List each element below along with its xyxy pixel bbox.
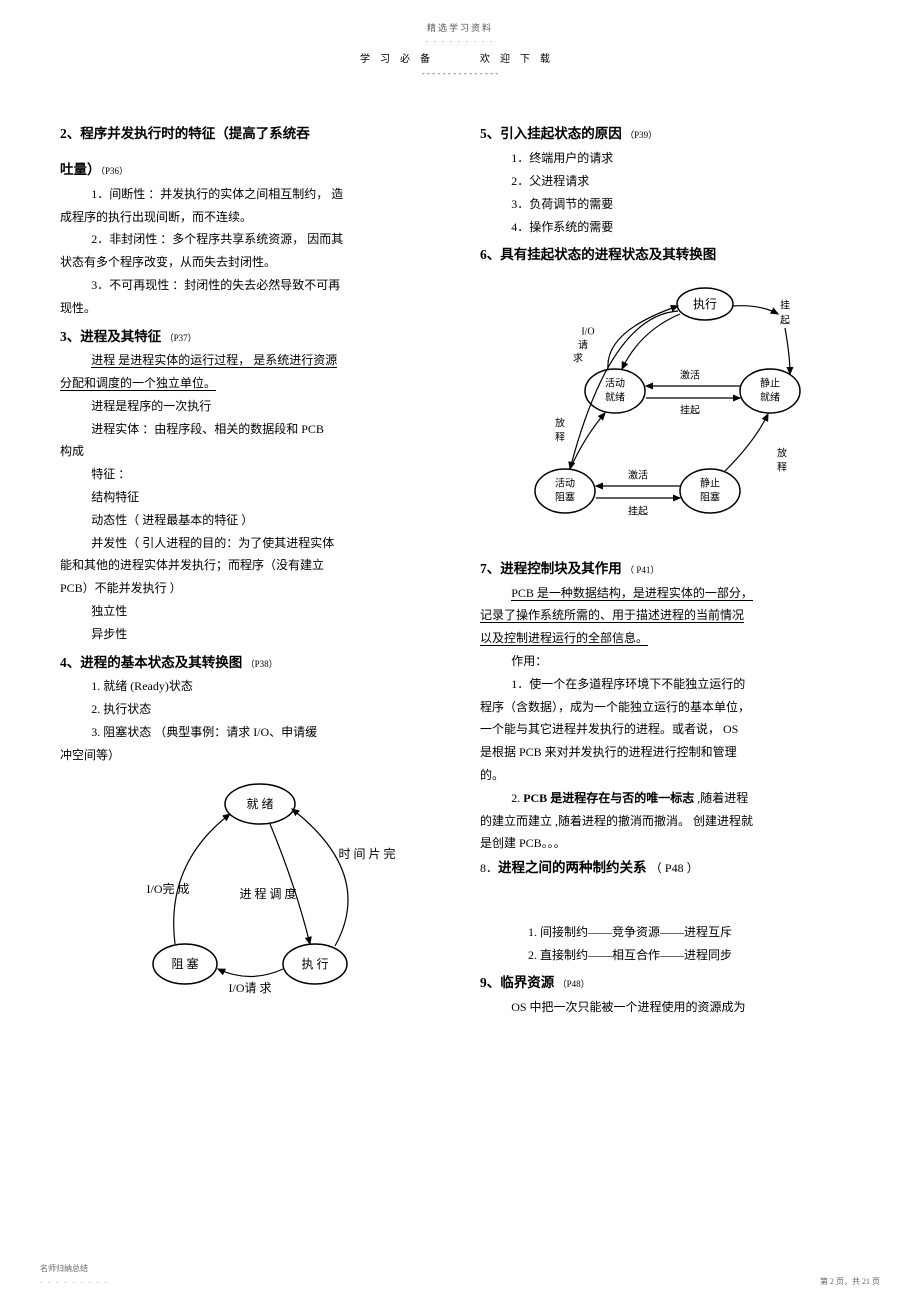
- s9-line1: OS 中把一次只能被一个进程使用的资源成为: [480, 996, 860, 1019]
- s7-line6: 2. PCB 是进程存在与否的唯一标志 ,随着进程: [480, 787, 860, 810]
- svg-text:放: 放: [777, 446, 787, 459]
- svg-text:激活: 激活: [628, 468, 648, 481]
- svg-text:活动: 活动: [605, 377, 625, 389]
- s5-line2: 2．父进程请求: [480, 170, 860, 193]
- s7-line3: 以及控制进程运行的全部信息。: [480, 627, 860, 650]
- s3-line7: 并发性（ 引人进程的目的：为了使其进程实体: [60, 532, 440, 555]
- s7-line5b: 程序（含数据），成为一个能独立运行的基本单位，: [480, 696, 860, 719]
- s7-line4: 作用：: [480, 650, 860, 673]
- s5-line1: 1．终端用户的请求: [480, 147, 860, 170]
- svg-text:执 行: 执 行: [301, 957, 328, 971]
- header-dots: - - - - - - - - -: [0, 35, 920, 48]
- svg-text:释: 释: [555, 430, 565, 443]
- s7-line5c: 一个能与其它进程并发执行的进程。或者说， OS: [480, 718, 860, 741]
- s3-line1a: 进程 是进程实体的运行过程， 是系统进行资源: [60, 349, 440, 372]
- s3-line9: 异步性: [60, 623, 440, 646]
- svg-text:I/O请 求: I/O请 求: [229, 981, 272, 995]
- s3-line7c: PCB）不能并发执行 ）: [60, 577, 440, 600]
- section-9-title: 9、临界资源 （P48）: [480, 970, 860, 996]
- section-7-title: 7、进程控制块及其作用 （ P41）: [480, 556, 860, 582]
- svg-text:挂起: 挂起: [680, 403, 700, 416]
- s5-line3: 3．负荷调节的需要: [480, 193, 860, 216]
- s2-line1: 1．间断性 ：并发执行的实体之间相互制约， 造: [60, 183, 440, 206]
- s3-line8: 独立性: [60, 600, 440, 623]
- svg-text:求: 求: [573, 352, 583, 364]
- footer-left: 名师归纳总结 - - - - - - - - -: [40, 1261, 109, 1289]
- s2-line1b: 成程序的执行出现间断，而不连续。: [60, 206, 440, 229]
- s3-line7b: 能和其他的进程实体并发执行；而程序（没有建立: [60, 554, 440, 577]
- s4-line3b: 冲空间等）: [60, 744, 440, 767]
- section-6-title: 6、具有挂起状态的进程状态及其转换图: [480, 242, 860, 268]
- svg-text:释: 释: [777, 460, 787, 473]
- s7-line5e: 的。: [480, 764, 860, 787]
- svg-text:阻塞: 阻塞: [700, 490, 720, 503]
- svg-text:激活: 激活: [680, 368, 700, 381]
- s2-line3: 3．不可再现性 ：封闭性的失去必然导致不可再: [60, 274, 440, 297]
- section-4-title: 4、进程的基本状态及其转换图 （P38）: [60, 650, 440, 676]
- svg-text:就绪: 就绪: [760, 390, 780, 403]
- content-area: 2、程序并发执行时的特征（提高了系统吞 吐量）（P36） 1．间断性 ：并发执行…: [0, 82, 920, 1018]
- s7-line2: 记录了操作系统所需的、用于描述进程的当前情况: [480, 604, 860, 627]
- s3-line4: 特征 ：: [60, 463, 440, 486]
- s3-line2: 进程是程序的一次执行: [60, 395, 440, 418]
- s4-line3: 3. 阻塞状态 （典型事例：请求 I/O、申请缓: [60, 721, 440, 744]
- svg-text:阻塞: 阻塞: [555, 490, 575, 503]
- svg-text:放: 放: [555, 416, 565, 429]
- footer-right: 第 2 页，共 21 页: [820, 1274, 880, 1289]
- s2-line2b: 状态有多个程序改变，从而失去封闭性。: [60, 251, 440, 274]
- svg-text:活动: 活动: [555, 477, 575, 489]
- s5-line4: 4．操作系统的需要: [480, 216, 860, 239]
- s7-line6d: 的建立而建立 ,随着进程的撤消而撤消。 创建进程就: [480, 810, 860, 833]
- svg-text:阻 塞: 阻 塞: [171, 956, 198, 971]
- svg-text:就 绪: 就 绪: [246, 797, 273, 811]
- svg-text:请: 请: [578, 338, 588, 351]
- s7-line5: 1．使一个在多道程序环境下不能独立运行的: [480, 673, 860, 696]
- s8-line1: 1. 间接制约——竞争资源——进程互斥: [480, 921, 860, 944]
- svg-text:就绪: 就绪: [605, 390, 625, 403]
- svg-text:执行: 执行: [693, 297, 717, 311]
- section-3-title: 3、进程及其特征 （P37）: [60, 324, 440, 350]
- s3-line5: 结构特征: [60, 486, 440, 509]
- left-column: 2、程序并发执行时的特征（提高了系统吞 吐量）（P36） 1．间断性 ：并发执行…: [60, 117, 440, 1018]
- s3-line3b: 构成: [60, 440, 440, 463]
- svg-text:I/O: I/O: [581, 326, 594, 337]
- s7-line5d: 是根据 PCB 来对并发执行的进程进行控制和管理: [480, 741, 860, 764]
- s3-line6: 动态性（ 进程最基本的特征 ）: [60, 509, 440, 532]
- s4-line2: 2. 执行状态: [60, 698, 440, 721]
- s3-line3: 进程实体 ：由程序段、相关的数据段和 PCB: [60, 418, 440, 441]
- state-diagram-suspend: 执行 挂 起 活动 就绪 静止 就绪 活动 阻塞 静止 阻塞: [510, 276, 830, 526]
- right-column: 5、引入挂起状态的原因 （P39） 1．终端用户的请求 2．父进程请求 3．负荷…: [480, 117, 860, 1018]
- section-5-title: 5、引入挂起状态的原因 （P39）: [480, 121, 860, 147]
- svg-text:时 间 片 完: 时 间 片 完: [338, 846, 395, 861]
- s2-line2: 2．非封闭性 ：多个程序共享系统资源， 因而其: [60, 228, 440, 251]
- section-2-title-cont: 吐量）（P36）: [60, 157, 440, 183]
- s3-line1b: 分配和调度的一个独立单位。: [60, 372, 440, 395]
- s8-line2: 2. 直接制约——相互合作——进程同步: [480, 944, 860, 967]
- svg-text:进 程 调 度: 进 程 调 度: [239, 886, 296, 901]
- s7-line6e: 是创建 PCB。。。: [480, 832, 860, 855]
- section-8-title: 8．进程之间的两种制约关系 （ P48 ）: [480, 855, 860, 881]
- s7-line1: PCB 是一种数据结构，是进程实体的一部分，: [480, 582, 860, 605]
- s4-line1: 1. 就绪 (Ready)状态: [60, 675, 440, 698]
- svg-text:静止: 静止: [760, 376, 780, 389]
- s2-line3b: 现性。: [60, 297, 440, 320]
- svg-text:挂起: 挂起: [628, 504, 648, 517]
- svg-text:I/O完 成: I/O完 成: [147, 881, 190, 896]
- svg-text:挂: 挂: [780, 298, 790, 311]
- svg-text:起: 起: [780, 314, 790, 326]
- svg-text:静止: 静止: [700, 476, 720, 489]
- section-2-title: 2、程序并发执行时的特征（提高了系统吞: [60, 121, 440, 147]
- header-dashes: - - - - - - - - - - - - - - -: [0, 65, 920, 82]
- state-diagram-basic: 就 绪 阻 塞 执 行 进 程 调 度 时 间 片 完 I/O请 求 I/O完 …: [100, 774, 400, 1004]
- page-header: 精选学习资料 - - - - - - - - - 学习必备 欢迎下载 - - -…: [0, 0, 920, 82]
